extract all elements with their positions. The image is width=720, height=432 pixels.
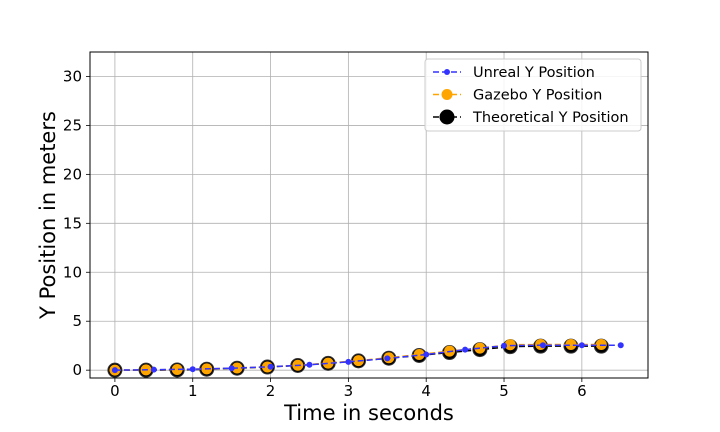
legend-marker [441, 89, 453, 100]
legend-marker [439, 109, 455, 125]
legend-item: Gazebo Y Position [433, 88, 602, 104]
y-axis-ticks: 0 5 10 15 20 25 30 [63, 67, 90, 379]
x-axis-ticks: 0 1 2 3 4 5 6 [110, 378, 587, 400]
series-unreal-y-position [111, 342, 624, 374]
x-tick-label: 6 [577, 382, 587, 400]
data-point [413, 349, 425, 361]
y-tick-label: 30 [63, 67, 82, 85]
data-point [384, 355, 391, 362]
data-point [462, 346, 469, 353]
data-point [617, 342, 624, 349]
data-point [111, 367, 118, 374]
x-tick-label: 0 [110, 382, 120, 400]
legend-label: Unreal Y Position [473, 65, 595, 81]
legend-box [424, 58, 642, 132]
data-point [150, 366, 157, 373]
data-point [501, 342, 508, 349]
data-point [306, 361, 313, 368]
x-tick-label: 5 [499, 382, 509, 400]
y-axis-label: Y Position in meters [36, 111, 60, 320]
x-axis-label: Time in seconds [283, 401, 454, 425]
data-point [171, 363, 183, 375]
plot-frame [89, 51, 649, 379]
data-point [345, 358, 352, 365]
data-point [423, 351, 430, 358]
x-tick-label: 2 [266, 382, 276, 400]
data-point [539, 342, 546, 349]
data-point [322, 357, 334, 369]
y-tick-label: 20 [63, 165, 82, 183]
x-tick-label: 1 [188, 382, 198, 400]
legend-label: Theoretical Y Position [472, 110, 629, 126]
y-tick-label: 25 [63, 116, 82, 134]
y-tick-label: 0 [72, 361, 82, 379]
data-point [504, 339, 516, 351]
data-point [267, 363, 274, 370]
y-tick-label: 15 [63, 214, 82, 232]
data-point [189, 366, 196, 373]
data-point [565, 339, 577, 351]
y-tick-label: 5 [72, 312, 82, 330]
legend-marker [444, 69, 450, 75]
data-point [228, 365, 235, 372]
y-tick-label: 10 [63, 263, 82, 281]
series-line [114, 344, 621, 371]
series-layer [107, 338, 624, 378]
legend-item: Unreal Y Position [433, 65, 595, 81]
data-point [578, 342, 585, 349]
legend-item: Theoretical Y Position [433, 109, 629, 126]
x-tick-label: 4 [421, 382, 431, 400]
legend-label: Gazebo Y Position [473, 88, 602, 104]
legend: Unreal Y Position Gazebo Y Position Theore… [424, 58, 642, 132]
x-tick-label: 3 [344, 382, 354, 400]
